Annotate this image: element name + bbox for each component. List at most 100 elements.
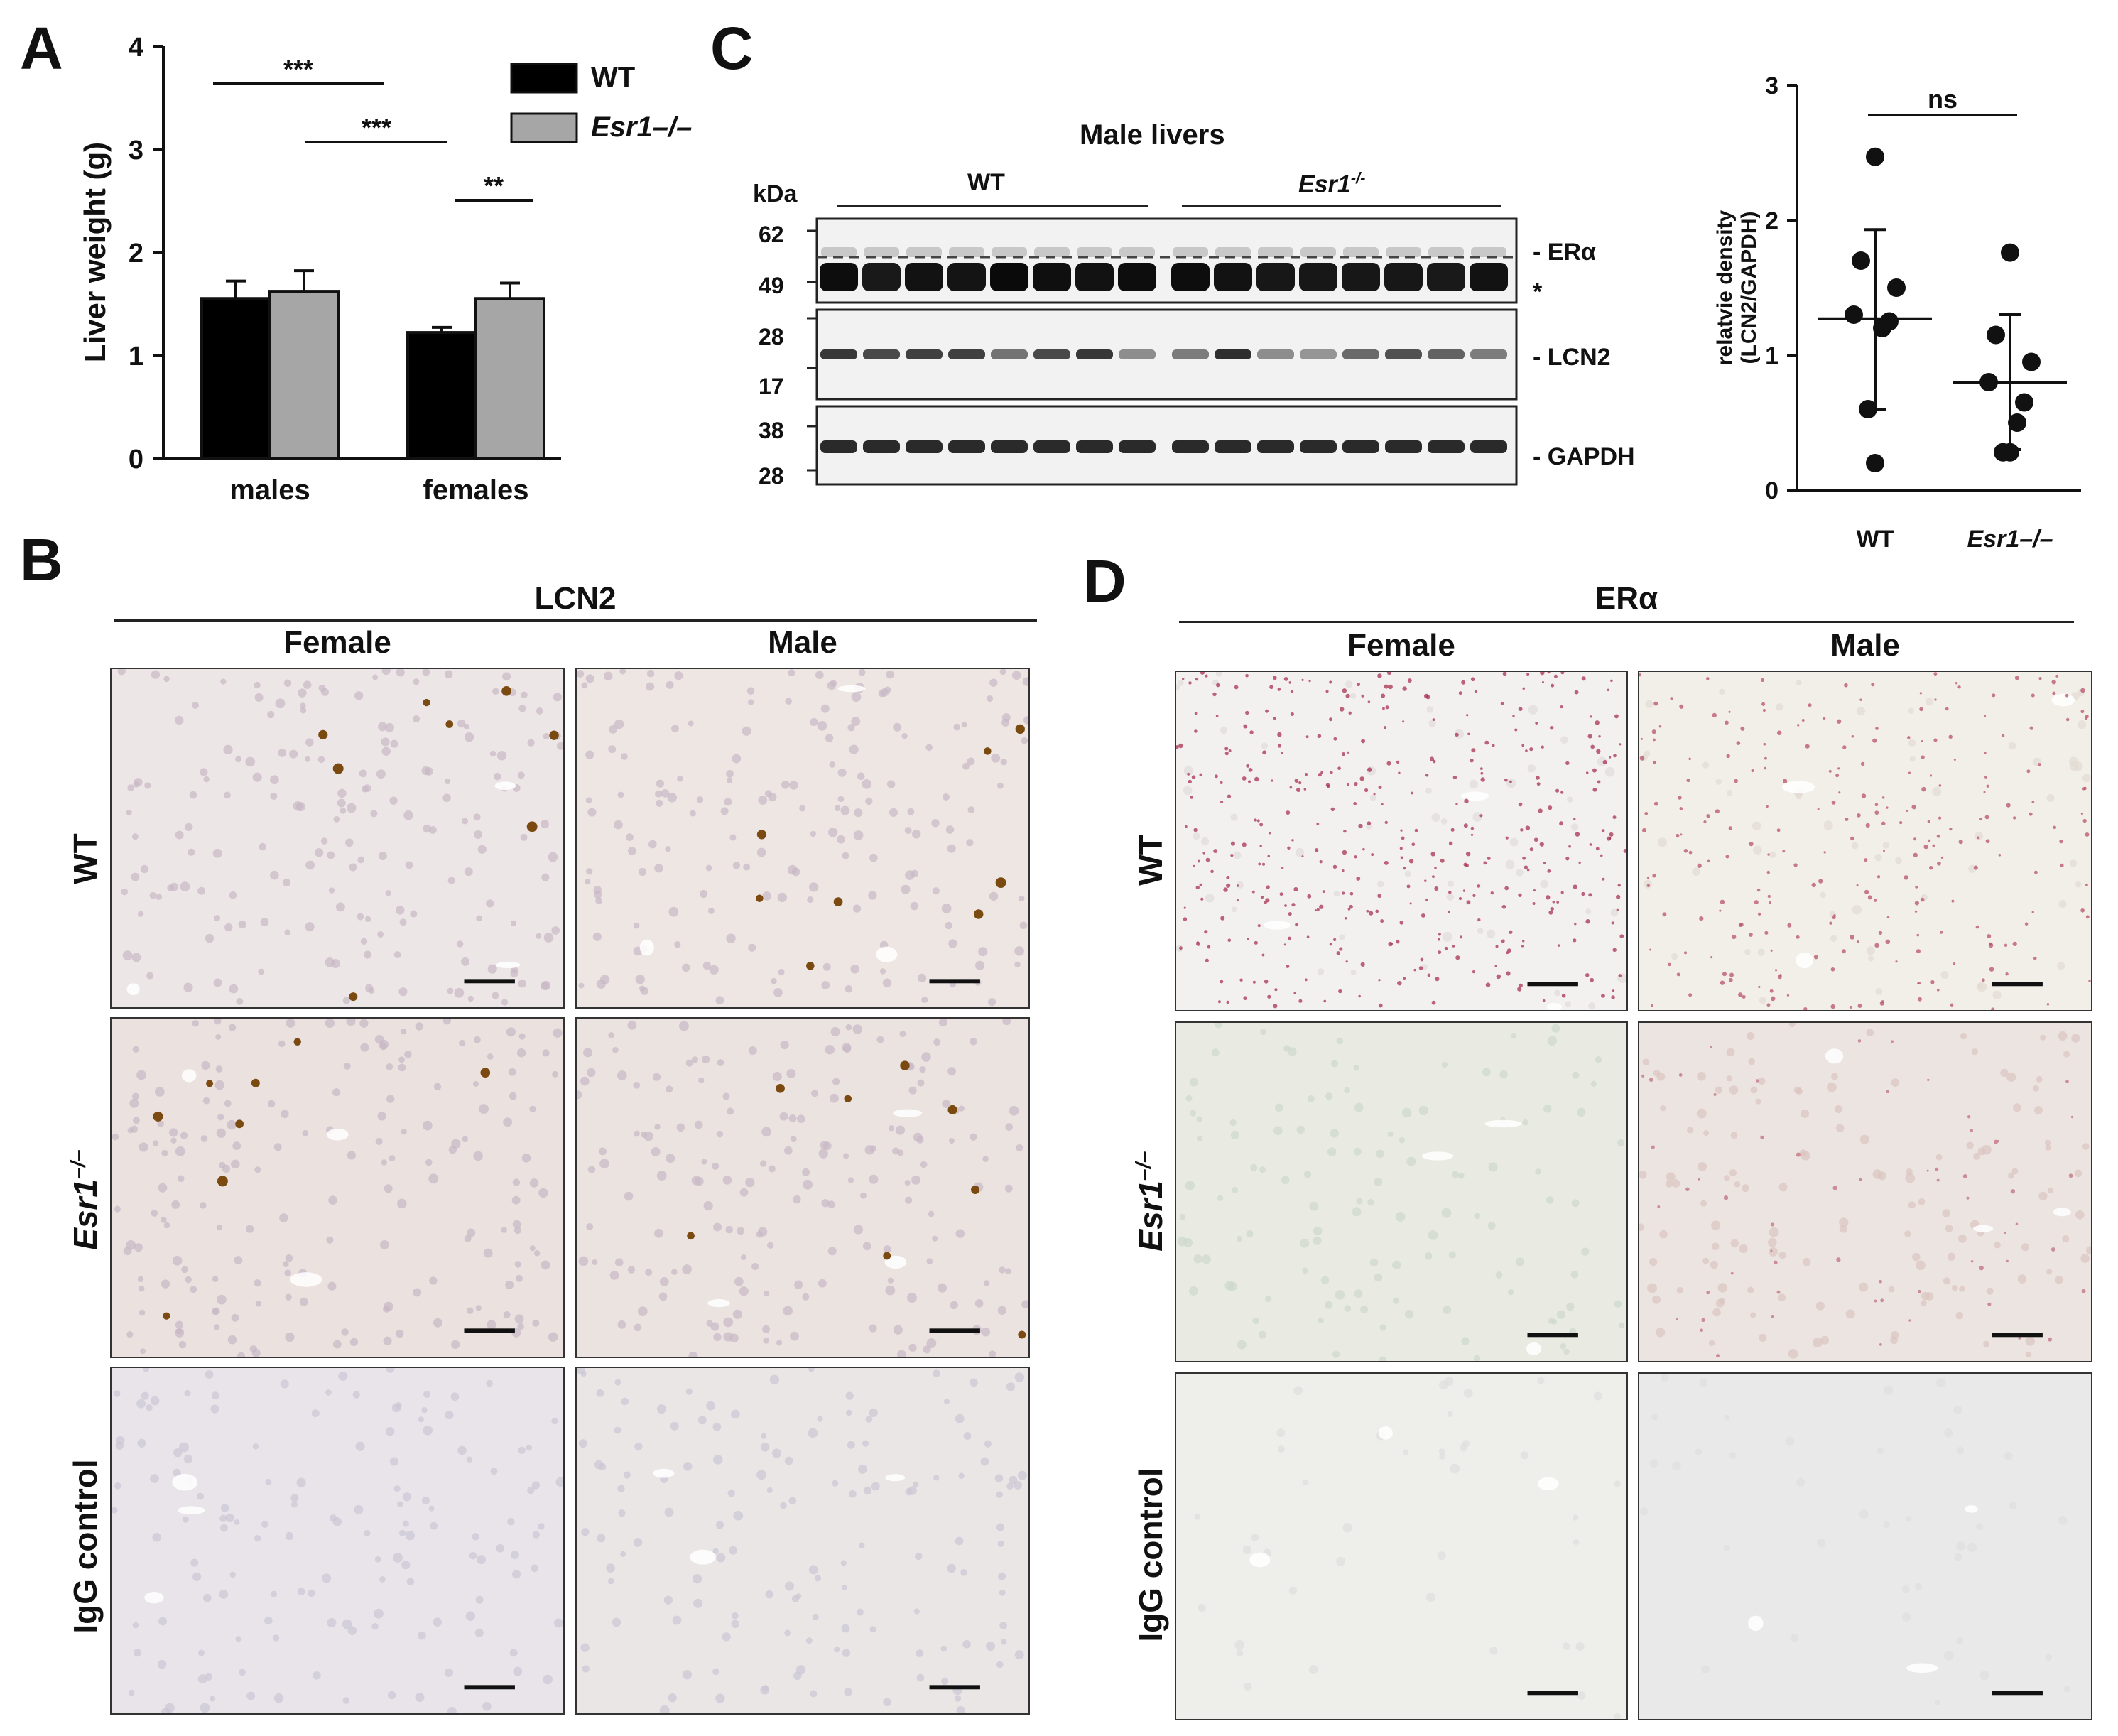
stained-nucleus: [1378, 785, 1382, 789]
cell-nucleus: [345, 838, 354, 847]
cell-nucleus: [1971, 1048, 1979, 1056]
stained-nucleus: [1835, 774, 1840, 778]
stained-nucleus: [1707, 859, 1710, 863]
stained-nucleus: [1342, 891, 1345, 895]
stained-nucleus: [1805, 744, 1810, 749]
stained-nucleus: [1540, 672, 1545, 676]
stained-nucleus: [1930, 980, 1935, 984]
cell-nucleus: [1198, 1603, 1206, 1612]
cell-nucleus: [756, 847, 766, 857]
cell-nucleus: [1547, 1036, 1558, 1046]
cell-nucleus: [1318, 1317, 1324, 1324]
stained-nucleus: [1386, 672, 1392, 676]
band-label-lcn2: - LCN2: [1533, 344, 1611, 371]
stained-nucleus: [1353, 802, 1357, 805]
cell-nucleus: [1251, 1533, 1259, 1541]
cell-nucleus: [201, 1060, 210, 1070]
cell-nucleus: [1259, 1166, 1266, 1173]
stained-nucleus: [1195, 885, 1200, 890]
cell-nucleus: [516, 1048, 526, 1058]
cell-nucleus: [1666, 1180, 1673, 1188]
cell-nucleus: [1431, 813, 1440, 823]
cell-nucleus: [220, 1524, 228, 1532]
band-gapdh: [1076, 440, 1113, 453]
cell-nucleus: [956, 1705, 966, 1713]
cell-nucleus: [586, 1223, 594, 1230]
cell-nucleus: [1614, 1480, 1621, 1487]
cell-nucleus: [1317, 968, 1325, 975]
stained-nucleus: [1242, 776, 1247, 781]
cell-nucleus: [541, 873, 550, 881]
cell-nucleus: [219, 1514, 227, 1522]
micrograph-lcn2-wt-male: [575, 668, 1030, 1009]
cell-nucleus: [809, 882, 819, 892]
cell-nucleus: [1712, 1308, 1721, 1317]
cell-nucleus: [267, 1100, 276, 1108]
stained-nucleus: [1904, 875, 1908, 880]
panel-b-row-igg: IgG control: [67, 1459, 104, 1634]
cell-nucleus: [724, 798, 732, 806]
cell-nucleus: [888, 1125, 895, 1132]
vessel-lumen: [178, 1506, 205, 1515]
cell-nucleus: [1577, 1691, 1586, 1700]
cell-nucleus: [932, 887, 940, 895]
cell-nucleus: [938, 1283, 947, 1293]
y-tick-label: 3: [1765, 72, 1778, 99]
cell-nucleus: [325, 957, 335, 967]
stained-nucleus: [1845, 817, 1849, 822]
cell-nucleus: [422, 1120, 433, 1131]
stained-nucleus: [1874, 803, 1879, 807]
cell-nucleus: [955, 1536, 964, 1546]
cell-nucleus: [1717, 1283, 1728, 1293]
cell-nucleus: [325, 1389, 332, 1396]
cell-nucleus: [682, 963, 690, 972]
micrograph-lcn2-igg-male: [575, 1367, 1030, 1715]
positive-cell: [480, 1068, 491, 1078]
cell-nucleus: [401, 1561, 411, 1570]
cell-nucleus: [1866, 946, 1875, 955]
cell-nucleus: [359, 769, 367, 778]
cell-nucleus: [984, 1440, 992, 1448]
cell-nucleus: [781, 780, 790, 789]
stained-nucleus: [1710, 1046, 1712, 1049]
stained-nucleus: [1378, 1003, 1383, 1008]
stained-nucleus: [1538, 808, 1543, 813]
cell-nucleus: [396, 669, 405, 677]
stained-nucleus: [1817, 808, 1820, 810]
cell-nucleus: [202, 1097, 210, 1105]
stained-nucleus: [1879, 1279, 1882, 1284]
stained-nucleus: [1205, 958, 1209, 962]
cell-nucleus: [464, 1235, 472, 1242]
cell-nucleus: [501, 999, 509, 1006]
cell-nucleus: [847, 1177, 854, 1183]
band-gapdh: [906, 440, 943, 453]
cell-nucleus: [521, 1153, 531, 1163]
cell-nucleus: [694, 1120, 703, 1129]
stained-nucleus: [1670, 697, 1673, 700]
cell-nucleus: [231, 1313, 239, 1322]
stained-nucleus: [1283, 943, 1286, 946]
cell-nucleus: [1752, 821, 1761, 831]
cell-nucleus: [954, 1695, 962, 1702]
cell-nucleus: [529, 1245, 536, 1252]
cell-nucleus: [1883, 1385, 1894, 1396]
stained-nucleus: [1437, 938, 1440, 941]
stained-nucleus: [1914, 910, 1918, 913]
stained-nucleus: [2080, 710, 2085, 714]
cell-nucleus: [827, 1200, 835, 1208]
band-era-upper: [949, 247, 984, 257]
cell-nucleus: [788, 669, 795, 677]
cell-nucleus: [672, 1615, 682, 1625]
data-point: [2022, 352, 2041, 371]
cell-nucleus: [283, 679, 292, 688]
cell-nucleus: [668, 1693, 677, 1703]
stained-nucleus: [1463, 823, 1468, 828]
cell-nucleus: [1488, 1162, 1498, 1172]
stained-nucleus: [1548, 805, 1553, 810]
positive-cell: [687, 1232, 695, 1240]
cell-nucleus: [456, 940, 464, 948]
stained-nucleus: [1400, 856, 1404, 859]
cell-nucleus: [327, 1617, 337, 1627]
stained-nucleus: [2068, 1173, 2073, 1178]
cell-nucleus: [129, 1098, 139, 1108]
